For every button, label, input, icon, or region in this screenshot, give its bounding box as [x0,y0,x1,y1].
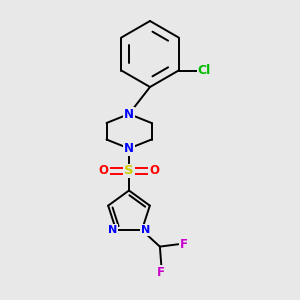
Text: S: S [124,164,134,178]
Text: N: N [108,225,117,235]
Text: N: N [124,142,134,155]
Text: Cl: Cl [197,64,211,77]
Text: N: N [124,107,134,121]
Text: N: N [141,225,150,235]
Text: F: F [180,238,188,251]
Text: O: O [99,164,109,178]
Text: O: O [149,164,159,178]
Text: F: F [158,266,165,279]
